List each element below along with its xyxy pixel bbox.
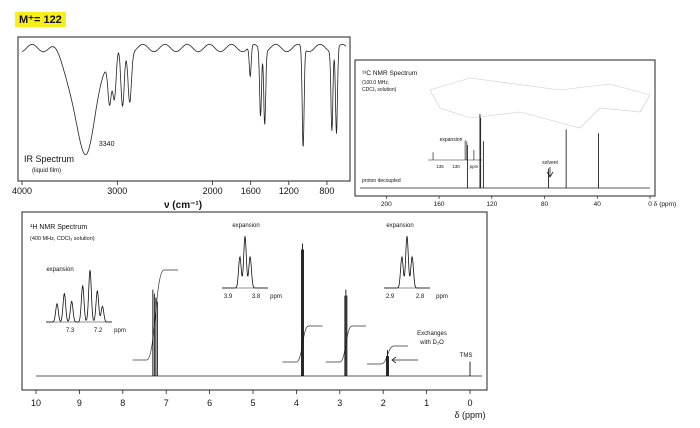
ir-annotation: 3340 xyxy=(99,141,115,148)
h1-tick-label: 6 xyxy=(207,398,212,408)
h1-inset-tick-label: 3.8 xyxy=(252,294,261,300)
h1-inset-tick-label: 7.3 xyxy=(66,328,75,334)
c13-decoupled-label: proton decoupled xyxy=(362,178,401,184)
h1-tick-label: 1 xyxy=(424,398,429,408)
ir-annotations: 3340 xyxy=(99,141,115,148)
ir-x-ticks: 4000 3000 2000 1600 1200 800 xyxy=(12,181,334,196)
c13-solvent-arrow xyxy=(546,167,554,178)
c13-title: ¹³C NMR Spectrum xyxy=(362,70,417,77)
h1-inset-tick-label: ppm xyxy=(270,294,282,300)
ir-title: IR Spectrum xyxy=(24,154,74,164)
h1-inset-trace xyxy=(384,235,430,289)
h1-inset-trace xyxy=(46,269,112,323)
h1-inset-tick-label: 2.9 xyxy=(386,294,395,300)
c13-inset-tick-label: 135 xyxy=(436,164,444,169)
h1-inset-label: expansion xyxy=(232,223,259,229)
ir-tick-label: 1600 xyxy=(241,186,261,196)
h1-inset-label: expansion xyxy=(386,223,413,229)
h1-integral-curves xyxy=(132,269,409,365)
c13-background-artifact xyxy=(429,77,651,129)
h1-inset-tick-label: 3.9 xyxy=(224,294,233,300)
c13-subtitle-1: (100.0 MHz, xyxy=(362,80,389,86)
ir-trace xyxy=(21,43,347,155)
h1-subtitle: (400 MHz, CDCl₃ solution) xyxy=(30,236,95,242)
h1-expansion-insets: expansion 7.3 7.2 ppm expansion 3.9 3.8 ppm expa… xyxy=(46,223,448,334)
c13-xlabel: δ (ppm) xyxy=(654,201,676,208)
c13-tick-label: 200 xyxy=(381,201,392,208)
h1-tick-label: 9 xyxy=(77,398,82,408)
ir-tick-label: 4000 xyxy=(12,186,32,196)
h1-tick-label: 5 xyxy=(250,398,255,408)
h1-tick-label: 2 xyxy=(381,398,386,408)
c13-inset-tick-label: 130 xyxy=(452,164,460,169)
c13-solvent-label: solvent xyxy=(542,160,558,166)
c13-tick-label: 80 xyxy=(541,201,549,208)
c13-tick-label: 0 xyxy=(648,201,652,208)
h1-exchange-label-2: with D₂O xyxy=(419,340,444,346)
c13-expansion-inset: 135 130 ppm xyxy=(428,140,482,169)
h1-tick-label: 7 xyxy=(164,398,169,408)
h1-inset-tick-label: ppm xyxy=(436,294,448,300)
h1-exchange-label-1: Exchanges xyxy=(417,331,447,337)
h1-inset-tick-label: 2.8 xyxy=(416,294,425,300)
c13-subtitle-2: CDCl₃ solution) xyxy=(362,87,397,93)
h1-inset-tick-label: 7.2 xyxy=(94,328,103,334)
h1-tick-label: 8 xyxy=(120,398,125,408)
ir-tick-label: 800 xyxy=(319,186,334,196)
ir-tick-label: 1200 xyxy=(279,186,299,196)
ir-xlabel: ν (cm⁻¹) xyxy=(164,200,202,211)
h1-integral-curve xyxy=(132,269,179,361)
c13-expansion-label: expansion xyxy=(440,137,463,143)
h1-xlabel: δ (ppm) xyxy=(454,410,485,420)
h1-tick-label: 0 xyxy=(467,398,472,408)
h1-tick-label: 3 xyxy=(337,398,342,408)
h1-tick-label: 4 xyxy=(294,398,299,408)
h1-exchange-arrow xyxy=(391,356,418,364)
h1-inset-tick-label: ppm xyxy=(114,328,126,334)
c13-inset-tick-label: ppm xyxy=(470,164,479,169)
h1-peaks xyxy=(152,243,471,376)
molecular-ion-badge: M⁺= 122 xyxy=(15,12,66,27)
h1-title: ¹H NMR Spectrum xyxy=(30,224,87,231)
h1-tms-label: TMS xyxy=(460,353,473,359)
c13-frame xyxy=(354,59,656,197)
h1-frame xyxy=(21,211,488,391)
h1-tick-label: 10 xyxy=(31,398,41,408)
ir-tick-label: 3000 xyxy=(107,186,127,196)
ir-subtitle: (liquid film) xyxy=(32,168,61,174)
ir-tick-label: 2000 xyxy=(203,186,223,196)
h1-x-ticks: 10 9 8 7 6 5 4 3 2 1 0 xyxy=(31,390,473,408)
c13-peaks xyxy=(466,113,599,188)
c13-x-ticks: 200 160 120 80 40 0 xyxy=(381,196,652,208)
h1-inset-label: expansion xyxy=(46,267,73,273)
h1-inset-trace xyxy=(222,235,268,289)
ir-frame xyxy=(17,36,351,182)
c13-tick-label: 160 xyxy=(434,201,445,208)
c13-tick-label: 120 xyxy=(486,201,497,208)
c13-tick-label: 40 xyxy=(594,201,602,208)
